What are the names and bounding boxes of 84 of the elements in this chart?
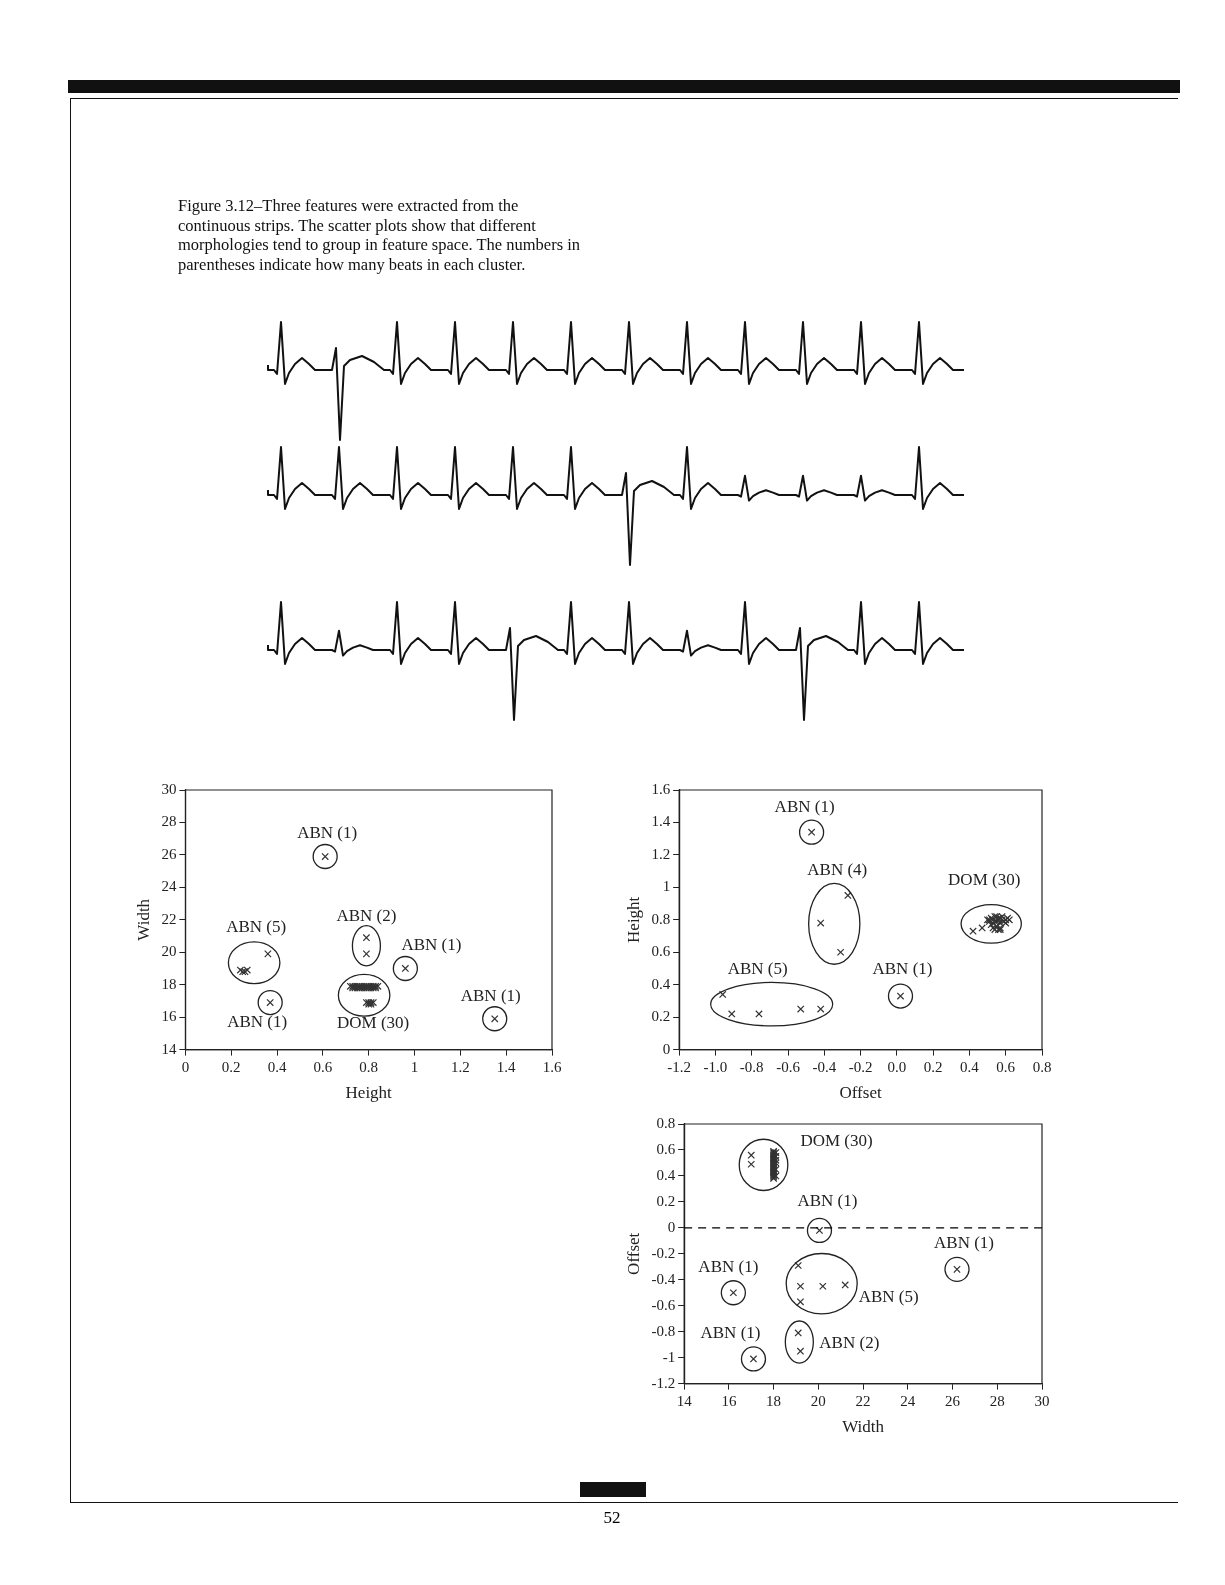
x-tick-label: 28 bbox=[989, 1392, 1005, 1409]
y-tick-label: 0.6 bbox=[656, 1140, 676, 1157]
y-tick-label: -1.2 bbox=[651, 1374, 676, 1391]
y-tick-label: 1.6 bbox=[651, 780, 671, 797]
x-tick-label: -0.4 bbox=[812, 1058, 837, 1075]
chart-title: Figure 3.12–Three features were extracted from the continuous strips. The scatter plots show that different morphologies tend to group in feature space. The numbers in parentheses indicate how many beats in each cluster. bbox=[178, 196, 581, 274]
x-tick-label: -0.6 bbox=[776, 1058, 801, 1075]
y-tick-label: 0.2 bbox=[656, 1192, 676, 1209]
series-label: DOM (30) bbox=[800, 1131, 873, 1151]
y-tick-label: 0.2 bbox=[651, 1008, 671, 1025]
y-tick-label: 1.2 bbox=[651, 845, 671, 862]
y-tick-label: 0 bbox=[662, 1040, 671, 1057]
y-tick-label: 1 bbox=[662, 878, 671, 895]
x-tick-label: 24 bbox=[900, 1392, 916, 1409]
x-tick-label: 1.6 bbox=[542, 1058, 562, 1075]
y-tick-label: -0.4 bbox=[651, 1270, 676, 1287]
y-tick-label: 0.8 bbox=[651, 910, 671, 927]
y-tick-label: 1.4 bbox=[651, 813, 671, 830]
x-tick-label: -0.8 bbox=[739, 1058, 764, 1075]
y-tick-label: -0.2 bbox=[651, 1244, 676, 1261]
x-tick-label: 0.2 bbox=[923, 1058, 943, 1075]
series-label: ABN (1) bbox=[460, 986, 521, 1006]
x-tick-label: 26 bbox=[945, 1392, 961, 1409]
series-label: ABN (1) bbox=[872, 958, 933, 978]
y-tick-label: 16 bbox=[161, 1008, 177, 1025]
series-label: ABN (1) bbox=[797, 1190, 858, 1210]
y-axis-title: Height bbox=[623, 896, 643, 943]
y-tick-label: 0 bbox=[667, 1218, 676, 1235]
x-tick-label: 0.4 bbox=[267, 1058, 287, 1075]
y-tick-label: 28 bbox=[161, 813, 177, 830]
x-tick-label: 1 bbox=[410, 1058, 419, 1075]
x-axis-title: Offset bbox=[839, 1083, 882, 1103]
text: 52 bbox=[602, 1508, 622, 1528]
series-label: ABN (2) bbox=[336, 906, 397, 926]
x-tick-label: 0.0 bbox=[887, 1058, 907, 1075]
y-axis-title: Width bbox=[133, 898, 153, 941]
series-label: ABN (5) bbox=[858, 1287, 919, 1307]
x-tick-label: 0.8 bbox=[359, 1058, 379, 1075]
series-label: DOM (30) bbox=[948, 870, 1021, 890]
y-tick-label: -0.8 bbox=[651, 1322, 676, 1339]
series-label: ABN (1) bbox=[297, 822, 358, 842]
y-tick-label: 30 bbox=[161, 780, 177, 797]
series-label: ABN (1) bbox=[934, 1232, 994, 1252]
x-tick-label: 0.6 bbox=[996, 1058, 1016, 1075]
x-tick-label: 0 bbox=[181, 1058, 190, 1075]
y-tick-label: 26 bbox=[161, 845, 177, 862]
x-tick-label: 0.8 bbox=[1032, 1058, 1052, 1075]
x-tick-label: 18 bbox=[766, 1392, 782, 1409]
x-tick-label: 0.6 bbox=[313, 1058, 333, 1075]
x-tick-label: 22 bbox=[855, 1392, 871, 1409]
y-tick-label: 20 bbox=[161, 943, 177, 960]
y-tick-label: 0.6 bbox=[651, 943, 671, 960]
series-label: ABN (1) bbox=[401, 934, 462, 954]
y-tick-label: 24 bbox=[161, 878, 177, 895]
x-tick-label: 0.2 bbox=[221, 1058, 241, 1075]
series-label: DOM (30) bbox=[336, 1012, 410, 1032]
x-tick-label: 14 bbox=[676, 1392, 693, 1409]
x-tick-label: 0.4 bbox=[960, 1058, 980, 1075]
x-tick-label: 1.4 bbox=[496, 1058, 517, 1075]
x-tick-label: -0.2 bbox=[848, 1058, 873, 1075]
y-tick-label: 0.4 bbox=[651, 975, 671, 992]
series-label: ABN (1) bbox=[227, 1012, 288, 1032]
series-label: ABN (2) bbox=[819, 1332, 880, 1352]
series-label: ABN (1) bbox=[700, 1323, 761, 1343]
series-label: ABN (5) bbox=[727, 958, 788, 978]
y-tick-label: -1 bbox=[662, 1348, 676, 1365]
x-tick-label: 16 bbox=[721, 1392, 737, 1409]
x-axis-title: Height bbox=[345, 1083, 393, 1103]
y-tick-label: 0.4 bbox=[656, 1166, 676, 1183]
x-tick-label: -1.0 bbox=[703, 1058, 728, 1075]
x-tick-label: 30 bbox=[1034, 1392, 1050, 1409]
y-tick-label: 22 bbox=[161, 910, 177, 927]
series-label: ABN (1) bbox=[698, 1257, 759, 1277]
series-label: ABN (4) bbox=[807, 860, 868, 880]
y-tick-label: -0.6 bbox=[651, 1296, 676, 1313]
y-tick-label: 18 bbox=[161, 975, 177, 992]
x-tick-label: 1.2 bbox=[450, 1058, 470, 1075]
series-label: ABN (5) bbox=[226, 917, 287, 937]
x-tick-label: 20 bbox=[810, 1392, 826, 1409]
y-axis-title: Offset bbox=[623, 1232, 643, 1275]
y-tick-label: 14 bbox=[161, 1040, 177, 1057]
x-axis-title: Width bbox=[842, 1417, 885, 1437]
y-tick-label: 0.8 bbox=[656, 1114, 676, 1131]
series-label: ABN (1) bbox=[774, 796, 835, 816]
